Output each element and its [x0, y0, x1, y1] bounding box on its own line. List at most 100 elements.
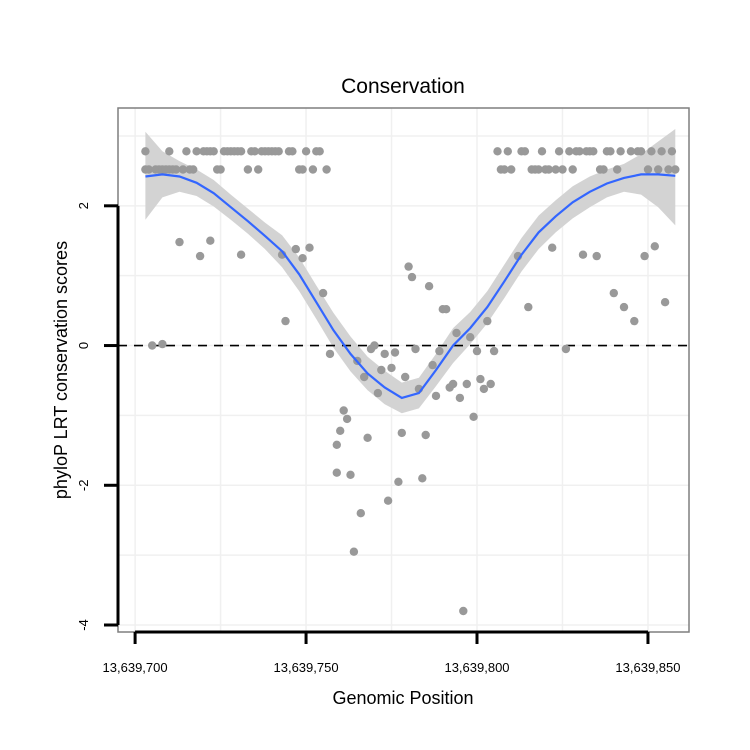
data-point	[411, 344, 420, 354]
data-point	[397, 428, 406, 438]
data-point	[462, 379, 471, 389]
data-point	[360, 372, 369, 382]
data-point	[489, 346, 499, 356]
y-tick-label: 2	[76, 202, 91, 209]
data-point	[236, 147, 246, 156]
data-point	[493, 147, 502, 156]
data-point	[472, 346, 482, 356]
data-point	[305, 243, 314, 252]
data-point	[141, 147, 150, 156]
data-point	[209, 147, 218, 156]
data-point	[318, 288, 328, 298]
data-point	[448, 379, 458, 389]
data-point	[626, 147, 636, 156]
x-tick-label: 13,639,700	[103, 660, 168, 675]
data-point	[534, 165, 543, 174]
data-point	[558, 165, 567, 174]
data-point	[189, 165, 198, 174]
data-point	[236, 250, 246, 259]
data-point	[298, 254, 307, 263]
x-axis-title: Genomic Position	[332, 688, 473, 708]
data-point	[206, 236, 215, 245]
data-point	[660, 298, 670, 307]
data-point	[452, 328, 461, 338]
data-point	[537, 147, 547, 156]
data-point	[424, 282, 434, 291]
data-point	[380, 349, 389, 359]
x-axis: 13,639,700 13,639,750 13,639,800 13,639,850	[103, 630, 681, 675]
data-point	[503, 147, 512, 156]
data-point	[165, 147, 174, 156]
data-point	[619, 302, 629, 312]
data-point	[578, 250, 588, 259]
data-point	[171, 165, 181, 174]
data-point	[394, 477, 403, 486]
data-point	[383, 496, 393, 505]
data-point	[613, 165, 622, 174]
data-point	[288, 147, 297, 156]
data-point	[175, 237, 184, 247]
data-point	[544, 165, 553, 174]
data-point	[507, 165, 516, 174]
data-point	[671, 165, 680, 174]
data-point	[192, 147, 201, 156]
data-points	[141, 147, 680, 616]
data-point	[500, 165, 509, 174]
data-point	[144, 165, 153, 174]
smooth-fit-line	[145, 173, 676, 400]
data-point	[561, 344, 571, 354]
data-point	[216, 165, 225, 174]
data-point	[459, 606, 468, 616]
data-point	[565, 147, 574, 156]
x-tick-label: 13,639,800	[444, 660, 509, 675]
data-point	[418, 474, 427, 483]
data-point	[520, 147, 530, 156]
data-point	[435, 346, 444, 356]
data-point	[442, 305, 451, 314]
data-point	[178, 165, 188, 174]
data-point	[182, 147, 191, 156]
data-point	[325, 349, 335, 359]
data-point	[390, 348, 400, 357]
data-point	[315, 147, 324, 156]
data-point	[654, 165, 663, 174]
y-tick-label: 0	[76, 342, 91, 349]
data-point	[243, 165, 253, 174]
data-point	[274, 147, 283, 156]
data-point	[250, 147, 259, 156]
y-tick-label: -2	[76, 480, 91, 492]
data-point	[387, 363, 396, 373]
data-point	[342, 414, 352, 424]
y-tick-label: -4	[76, 619, 91, 631]
data-point	[479, 384, 489, 394]
x-tick-label: 13,639,850	[615, 660, 680, 675]
data-point	[486, 379, 495, 389]
data-point	[356, 509, 365, 518]
data-point	[616, 147, 625, 156]
data-point	[363, 433, 372, 442]
data-point	[554, 147, 564, 156]
grid-lines	[118, 108, 689, 632]
data-point	[568, 165, 577, 174]
data-point	[428, 360, 437, 370]
data-point	[667, 147, 677, 156]
x-tick-label: 13,639,750	[274, 660, 339, 675]
data-point	[647, 147, 656, 156]
data-point	[650, 242, 659, 251]
data-point	[148, 341, 157, 350]
data-point	[281, 316, 290, 326]
data-point	[636, 147, 646, 156]
data-point	[606, 147, 615, 156]
y-axis: -4 -2 0 2	[76, 202, 120, 631]
data-point	[630, 316, 639, 326]
data-point	[332, 440, 341, 449]
data-point	[301, 147, 311, 156]
data-point	[377, 365, 386, 375]
data-point	[592, 251, 601, 261]
data-point	[346, 470, 355, 479]
data-point	[195, 251, 205, 261]
data-point	[664, 165, 673, 174]
plot-panel	[117, 107, 690, 633]
data-point	[551, 165, 560, 174]
